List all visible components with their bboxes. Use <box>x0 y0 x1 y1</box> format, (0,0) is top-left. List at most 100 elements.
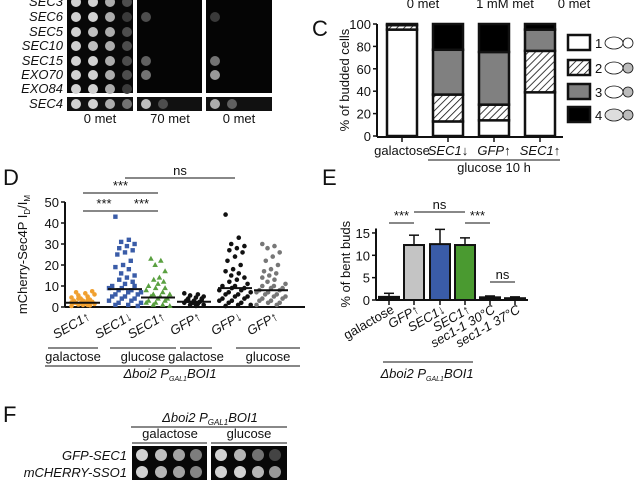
data-point <box>167 302 173 308</box>
yeast-spot <box>190 466 202 478</box>
data-point <box>126 302 131 308</box>
data-point <box>261 269 267 274</box>
y-tick-label: 10 <box>45 279 59 294</box>
data-point <box>263 258 269 264</box>
data-point <box>227 279 232 285</box>
yeast-spot <box>105 70 115 80</box>
yeast-spot <box>158 99 168 109</box>
budding-cell-icon <box>604 85 634 99</box>
data-point <box>240 250 245 255</box>
category-label: galactose <box>374 143 430 158</box>
data-point <box>232 294 238 299</box>
data-point <box>118 271 124 276</box>
budding-cell-icon <box>604 108 634 122</box>
significance-label: *** <box>394 208 409 223</box>
data-point <box>92 292 97 297</box>
data-point <box>236 271 242 276</box>
data-point <box>242 243 247 249</box>
yeast-spot <box>105 99 115 109</box>
y-axis-label: % of bent buds <box>338 220 353 307</box>
data-point <box>156 274 163 280</box>
yeast-spot <box>88 0 98 7</box>
category-label: SEC1↓ <box>428 143 468 158</box>
data-point <box>199 296 205 301</box>
bar-segment-4 <box>523 22 557 31</box>
bud-cell <box>622 62 634 74</box>
data-point <box>228 241 234 247</box>
category-label: SEC1↑ <box>125 309 168 342</box>
data-point <box>117 246 122 251</box>
y-tick-label: 40 <box>357 84 371 99</box>
data-point <box>85 297 90 303</box>
legend-label: 3 <box>595 85 602 100</box>
yeast-spot <box>141 56 151 66</box>
data-point <box>130 279 135 284</box>
data-point <box>83 291 88 296</box>
y-tick-label: 80 <box>357 39 371 54</box>
yeast-spot <box>173 466 185 478</box>
data-point <box>265 245 270 251</box>
yeast-spot <box>269 449 281 461</box>
data-point <box>135 303 140 309</box>
data-point <box>217 298 222 304</box>
data-point <box>116 288 121 293</box>
strain-part: Δboi2 P <box>122 366 169 381</box>
data-point <box>138 300 144 305</box>
data-point <box>223 269 228 274</box>
sec4-strip-2 <box>137 97 202 111</box>
strain-label: Δboi2 PGAL1BOI1 <box>122 366 216 383</box>
bud-cell <box>622 109 634 121</box>
legend-label: 1 <box>595 36 602 51</box>
legend-label: 4 <box>595 108 602 123</box>
row-label-sec15: SEC15 <box>22 53 64 68</box>
data-point <box>242 296 247 301</box>
data-point <box>242 275 247 280</box>
data-point <box>158 257 164 263</box>
bar <box>504 297 526 302</box>
data-point <box>257 298 262 304</box>
bar <box>429 243 451 301</box>
y-axis-label: mCherry-Sec4P ID/IM <box>15 195 32 314</box>
data-point <box>159 289 166 295</box>
data-point <box>162 268 168 274</box>
panel-letter-f: F <box>3 402 16 427</box>
yeast-spot <box>122 99 132 109</box>
data-point <box>225 258 230 264</box>
data-point <box>201 302 206 308</box>
data-point <box>148 255 154 261</box>
panel-f-strain-title: Δboi2 PGAL1BOI1 <box>161 410 258 427</box>
yeast-spot <box>227 99 237 109</box>
legend-swatch <box>566 105 592 124</box>
data-point <box>254 302 259 308</box>
yeast-spot <box>215 466 227 478</box>
yeast-spot <box>88 41 98 51</box>
yeast-spot <box>155 466 167 478</box>
data-point <box>143 299 149 305</box>
data-point <box>110 294 115 299</box>
y-tick-label: 0 <box>364 129 371 144</box>
data-point <box>138 290 144 295</box>
yeast-spot <box>234 466 246 478</box>
bar <box>454 244 476 301</box>
bar-segment-4 <box>385 22 419 27</box>
data-point <box>275 262 281 268</box>
bar-segment-2 <box>523 49 557 94</box>
data-point <box>272 277 277 283</box>
yeast-spot <box>71 12 81 22</box>
strain-sub: GAL1 <box>426 376 444 383</box>
yeast-spot <box>71 99 81 109</box>
yeast-spot <box>71 70 81 80</box>
bar-segment-4 <box>477 22 511 54</box>
budding-cell-icon <box>604 36 634 50</box>
data-point <box>132 273 137 278</box>
budding-cell-icon <box>604 61 634 75</box>
yeast-spot <box>141 12 151 22</box>
row-label-mcherry-sso1: mCHERRY-SSO1 <box>24 465 127 480</box>
y-tick-label: 20 <box>357 107 371 122</box>
data-point <box>155 280 161 286</box>
strain-part: BOI1 <box>444 366 474 381</box>
condition-label: galactose <box>45 349 101 364</box>
data-point <box>272 243 277 249</box>
y-tick-label: 10 <box>356 248 370 263</box>
mother-cell <box>604 61 624 75</box>
